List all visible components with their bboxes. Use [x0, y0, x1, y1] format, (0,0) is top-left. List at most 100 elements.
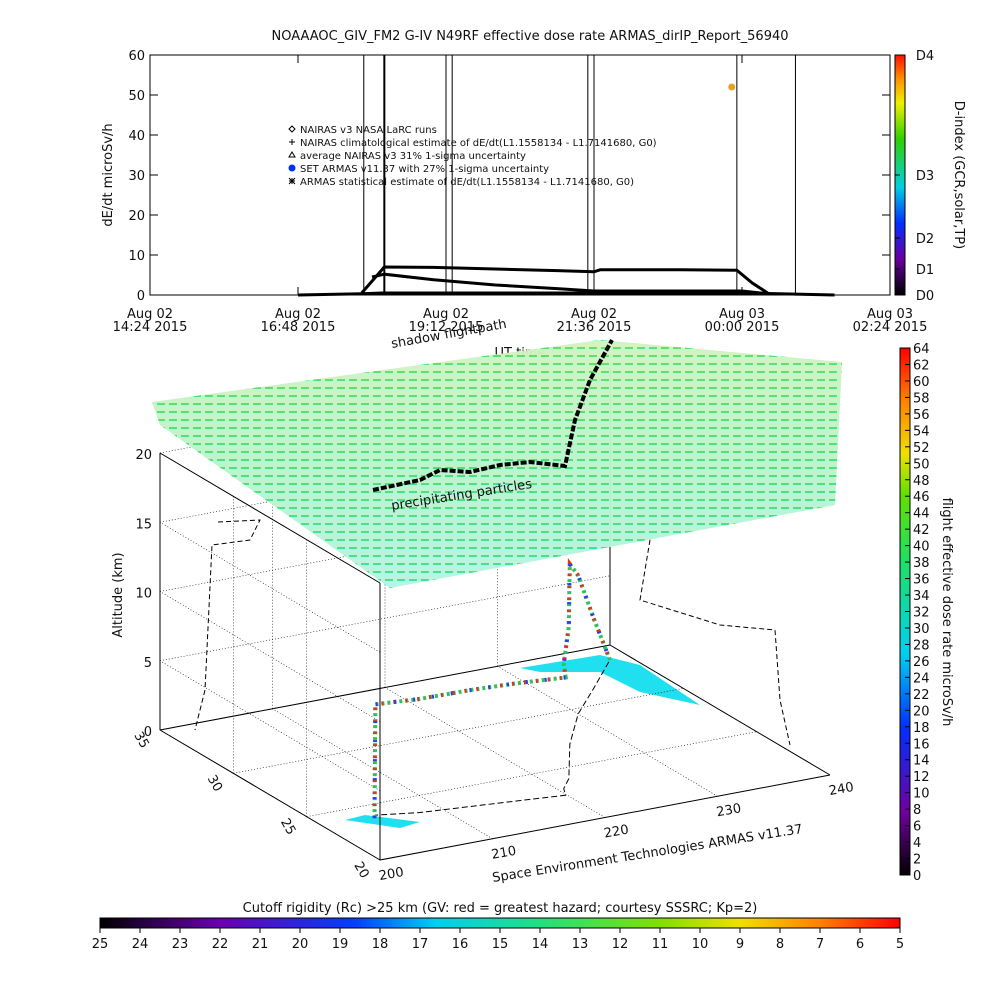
dose-rate-panel: NOAAAOC_GIV_FM2 G-IV N49RF effective dos… — [101, 29, 927, 361]
grid-line — [159, 660, 381, 792]
colorbar-tick-label: 7 — [816, 937, 824, 952]
colorbar-tick-label: 14 — [532, 937, 549, 952]
z-tick-label: 0 — [144, 725, 152, 740]
ground-track — [374, 659, 611, 819]
box-edge — [379, 774, 831, 861]
colorbar-tick-label: 15 — [492, 937, 509, 952]
y-tick-label: 50 — [128, 89, 145, 104]
x-tick-label: 210 — [490, 844, 517, 863]
colorbar-tick-label: 34 — [913, 589, 930, 604]
colorbar-tick-label: 8 — [776, 937, 784, 952]
y-tick-label: 30 — [128, 169, 145, 184]
colorbar-tick-label: 6 — [913, 820, 921, 835]
x-tick-label: 200 — [378, 865, 405, 884]
colorbar-tick-label: 2 — [913, 853, 921, 868]
particle-patch — [520, 655, 700, 705]
y-tick-label: 35 — [130, 729, 151, 751]
shadow-path — [639, 539, 791, 746]
y-tick-label: 20 — [350, 859, 371, 881]
colorbar-tick-label: 26 — [913, 655, 930, 670]
legend-label: NAIRAS v3 NASA LaRC runs — [300, 125, 437, 136]
box-edge — [159, 644, 611, 731]
marker — [288, 177, 296, 185]
colorbar-tick-label: 16 — [913, 737, 930, 752]
z-tick-label: 10 — [135, 587, 152, 602]
colorbar-tick-label: 28 — [913, 638, 930, 653]
colorbar-tick-label: 50 — [913, 457, 930, 472]
colorbar-tick-label: 18 — [913, 721, 930, 736]
box-edge — [609, 644, 831, 776]
rigidity-colorbar — [99, 917, 901, 929]
grid-line — [272, 708, 493, 840]
legend-label: average NAIRAS v3 31% 1-sigma uncertaint… — [300, 151, 526, 162]
box-edge — [159, 729, 381, 861]
colorbar-tick-label: 18 — [372, 937, 389, 952]
colorbar-tick-label: D3 — [916, 169, 934, 184]
marker — [288, 125, 296, 133]
colorbar-tick-label: 22 — [212, 937, 229, 952]
colorbar-tick-label: D1 — [916, 263, 934, 278]
flight-path — [372, 558, 612, 819]
colorbar-tick-label: D4 — [916, 49, 934, 64]
z-tick-label: 5 — [144, 656, 152, 671]
x-tick-label: 220 — [603, 823, 630, 842]
colorbar-tick-label: 38 — [913, 556, 930, 571]
colorbar-tick-label: 52 — [913, 441, 930, 456]
colorbar-tick-label: 20 — [913, 704, 930, 719]
colorbar-tick-label: 40 — [913, 540, 930, 555]
colorbar-tick-label: 10 — [913, 787, 930, 802]
colorbar-tick-label: D0 — [916, 289, 934, 304]
x-tick-label: 230 — [715, 801, 742, 820]
grid-line — [384, 687, 606, 818]
y-tick-label: 0 — [137, 289, 145, 304]
y-axis-label: dE/dt microSv/h — [101, 123, 116, 226]
x-tick-label: Aug 02 16:48 2015 — [261, 307, 336, 335]
colorbar-tick-label: 56 — [913, 408, 930, 423]
y-tick-label: 30 — [204, 773, 225, 795]
colorbar-tick-label: D2 — [916, 232, 934, 247]
marker — [288, 164, 296, 172]
legend-label: ARMAS statistical estimate of dE/dt(L1.1… — [300, 177, 634, 188]
marker — [288, 151, 296, 158]
shadow-flightpath — [372, 339, 614, 492]
colorbar-tick-label: 16 — [452, 937, 469, 952]
colorbar-tick-label: 32 — [913, 606, 930, 621]
colorbar-tick-label: 12 — [612, 937, 629, 952]
colorbar-tick-label: 42 — [913, 523, 930, 538]
colorbar-tick-label: 6 — [856, 937, 864, 952]
series-line — [371, 272, 768, 296]
legend-label: SET ARMAS v11.37 with 27% 1-sigma uncert… — [300, 164, 549, 175]
colorbar-tick-label: 64 — [913, 342, 930, 357]
x-tick-label: 240 — [828, 780, 855, 799]
grid-line — [306, 731, 757, 817]
colorbar-tick-label: 12 — [913, 770, 930, 785]
colorbar-tick-label: 11 — [652, 937, 669, 952]
z-tick-label: 15 — [135, 517, 152, 532]
colorbar-tick-label: 44 — [913, 507, 930, 522]
colorbar-tick-label: 24 — [132, 937, 149, 952]
colorbar-tick-label: 58 — [913, 391, 930, 406]
x-tick-label: Aug 02 14:24 2015 — [113, 307, 188, 335]
x-tick-label: Aug 02 21:36 2015 — [557, 307, 632, 335]
grid-line — [159, 591, 381, 722]
colorbar-tick-label: 10 — [692, 937, 709, 952]
marker — [289, 139, 295, 145]
z-tick-label: 20 — [135, 448, 152, 463]
colorbar-label: flight effective dose rate microSv/h — [939, 498, 954, 727]
series-line — [360, 265, 769, 295]
colorbar-tick-label: 0 — [913, 869, 921, 884]
colorbar-tick-label: 4 — [913, 836, 921, 851]
x-tick-label: Aug 03 02:24 2015 — [853, 307, 928, 335]
colorbar-tick-label: 14 — [913, 754, 930, 769]
grid-line — [233, 688, 684, 774]
colorbar-tick-label: 8 — [913, 803, 921, 818]
colorbar-tick-label: 60 — [913, 375, 930, 390]
colorbar-tick-label: 25 — [92, 937, 109, 952]
colorbar-tick-label: 48 — [913, 474, 930, 489]
box-edge — [159, 452, 381, 584]
shadow-path — [194, 519, 261, 731]
colorbar-tick-label: 17 — [412, 937, 429, 952]
colorbar-tick-label: 19 — [332, 937, 349, 952]
marker — [728, 83, 736, 91]
